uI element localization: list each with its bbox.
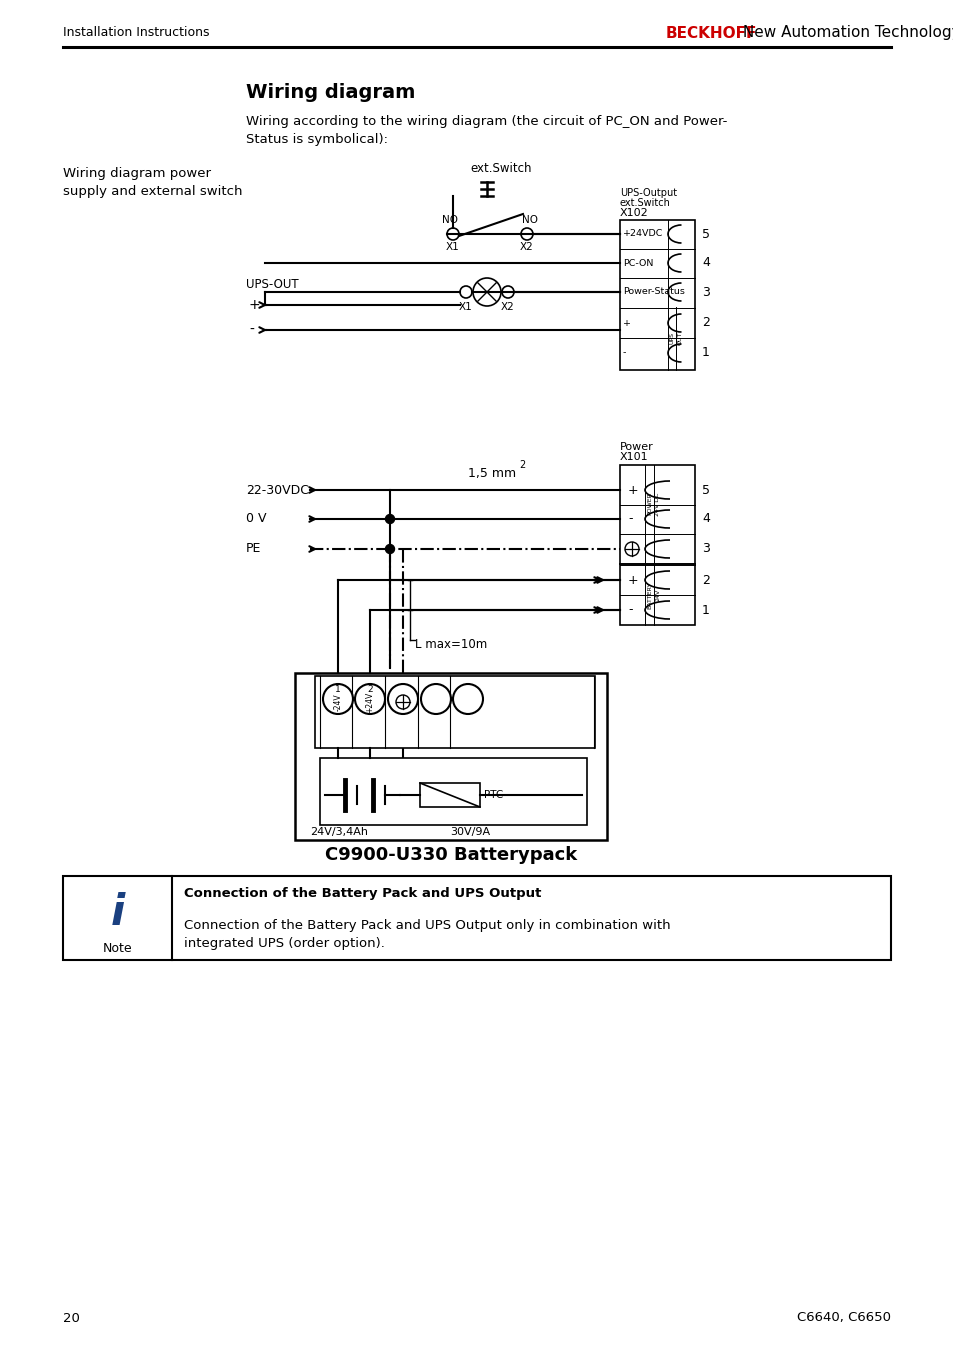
Text: BECKHOFF: BECKHOFF: [665, 26, 757, 41]
Text: 1: 1: [335, 685, 340, 694]
Bar: [294, 673, 606, 840]
Circle shape: [385, 544, 395, 554]
Text: UPS: UPS: [669, 332, 674, 345]
Text: +: +: [627, 574, 638, 586]
Text: 5: 5: [701, 484, 709, 497]
Text: Power-Status: Power-Status: [622, 288, 684, 296]
Bar: [314, 676, 595, 748]
Text: POWER: POWER: [647, 493, 652, 516]
Text: ext.Switch: ext.Switch: [619, 199, 670, 208]
Text: 0 V: 0 V: [246, 512, 266, 526]
Bar: [619, 465, 695, 626]
Text: X2: X2: [519, 242, 534, 253]
Text: +24VDC: +24VDC: [622, 230, 662, 239]
Text: 24V: 24V: [655, 589, 659, 601]
Text: Connection of the Battery Pack and UPS Output only in combination with: Connection of the Battery Pack and UPS O…: [184, 920, 670, 932]
Text: Status is symbolical):: Status is symbolical):: [246, 134, 388, 146]
Text: C9900-U330 Batterypack: C9900-U330 Batterypack: [325, 846, 577, 865]
Text: 20: 20: [63, 1312, 80, 1324]
Text: +: +: [627, 484, 638, 497]
Text: 5: 5: [701, 227, 709, 240]
Text: Wiring diagram power: Wiring diagram power: [63, 168, 211, 181]
Text: 4: 4: [701, 257, 709, 269]
Text: -24V: -24V: [334, 693, 342, 711]
Text: i: i: [111, 892, 125, 934]
Text: X1: X1: [446, 242, 459, 253]
Text: +: +: [622, 319, 630, 327]
Text: -: -: [622, 349, 626, 358]
Text: 2: 2: [701, 316, 709, 330]
Text: PC-ON: PC-ON: [622, 258, 653, 267]
Text: supply and external switch: supply and external switch: [63, 185, 242, 199]
Text: NO: NO: [521, 215, 537, 226]
Text: C6640, C6650: C6640, C6650: [796, 1312, 890, 1324]
Text: 22-30VDC: 22-30VDC: [246, 484, 309, 497]
Text: +24V: +24V: [365, 692, 375, 712]
Text: 1: 1: [701, 604, 709, 616]
Text: 1,5 mm: 1,5 mm: [468, 467, 516, 481]
Bar: [619, 220, 695, 370]
Text: 1: 1: [701, 346, 709, 359]
Text: integrated UPS (order option).: integrated UPS (order option).: [184, 938, 384, 951]
Bar: [419, 784, 479, 807]
Text: Wiring diagram: Wiring diagram: [246, 84, 415, 103]
Text: NO: NO: [441, 215, 457, 226]
Text: 2: 2: [367, 685, 373, 694]
Text: UPS-OUT: UPS-OUT: [246, 278, 298, 292]
Text: Installation Instructions: Installation Instructions: [63, 27, 210, 39]
Text: Note: Note: [103, 942, 132, 955]
Bar: [319, 758, 586, 825]
Circle shape: [385, 515, 395, 523]
Text: X101: X101: [619, 453, 648, 462]
Text: 4: 4: [701, 512, 709, 526]
Text: X102: X102: [619, 208, 648, 218]
Text: 2: 2: [518, 459, 525, 470]
Text: 2: 2: [701, 574, 709, 586]
Text: ext.Switch: ext.Switch: [470, 162, 531, 176]
Text: -: -: [627, 512, 632, 526]
Text: BATTERY: BATTERY: [647, 581, 652, 608]
Text: X2: X2: [500, 303, 515, 312]
Text: Connection of the Battery Pack and UPS Output: Connection of the Battery Pack and UPS O…: [184, 888, 540, 901]
Text: -: -: [627, 604, 632, 616]
Text: Wiring according to the wiring diagram (the circuit of PC_ON and Power-: Wiring according to the wiring diagram (…: [246, 115, 726, 128]
Text: 24V/3,4Ah: 24V/3,4Ah: [310, 827, 368, 838]
Text: 3: 3: [701, 543, 709, 555]
Text: 24V DC: 24V DC: [655, 492, 659, 516]
Bar: [63, 875, 890, 961]
Text: X1: X1: [458, 303, 473, 312]
Text: UPS-Output: UPS-Output: [619, 188, 677, 199]
Text: PE: PE: [246, 543, 261, 555]
Text: +: +: [249, 299, 260, 312]
Text: OUT: OUT: [677, 331, 681, 345]
Text: PTC: PTC: [483, 790, 503, 800]
Text: 3: 3: [701, 285, 709, 299]
Text: New Automation Technology: New Automation Technology: [738, 26, 953, 41]
Text: 30V/9A: 30V/9A: [450, 827, 490, 838]
Text: Power: Power: [619, 442, 653, 453]
Text: -: -: [249, 323, 253, 336]
Text: L max=10m: L max=10m: [415, 639, 487, 651]
